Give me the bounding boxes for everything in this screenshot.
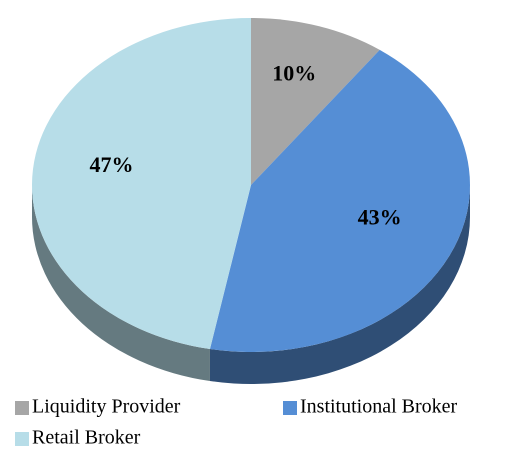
pie-slice [251,18,380,185]
legend-label: Liquidity Provider [32,396,181,418]
value-label: 47% [89,152,133,177]
value-label: 43% [358,204,402,229]
legend-label: Institutional Broker [300,396,458,418]
value-label: 10% [272,60,316,85]
pie-side [209,185,470,384]
pie-side [32,185,210,382]
pie-slice [209,49,470,352]
legend-label: Retail Broker [32,427,141,449]
legend-swatch [15,432,29,446]
pie-slice [31,18,251,350]
legend-swatch [15,401,29,415]
legend-swatch [283,401,297,415]
